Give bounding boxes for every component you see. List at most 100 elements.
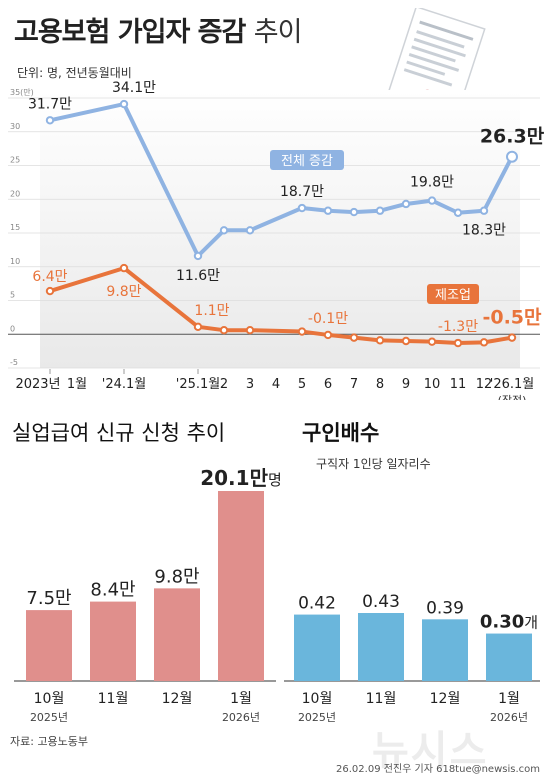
data-point: [375, 206, 385, 215]
data-label: -0.5만: [482, 307, 542, 329]
data-point: [453, 208, 463, 217]
data-label: 1.1만: [194, 303, 229, 319]
data-label: -1.3만: [438, 319, 478, 335]
claims-value-label: 8.4만: [90, 580, 135, 601]
data-point: [401, 199, 411, 209]
data-point: [323, 330, 333, 340]
data-point: [427, 196, 437, 205]
data-point: [507, 333, 517, 342]
ratio-title: 구인배수: [302, 421, 379, 445]
ratio-bar: [294, 614, 340, 681]
y-tick-label: 5: [10, 291, 15, 300]
ratio-subtitle: 구직자 1인당 일자리수: [316, 457, 431, 471]
claims-category-label: 1월: [230, 691, 252, 707]
ratio-unit-suffix: 개: [524, 614, 538, 632]
data-point: [349, 207, 359, 217]
data-label: 31.7만: [28, 96, 72, 112]
x-tick-label: '26.1월: [490, 377, 534, 392]
y-axis: 35(만) 30 25 20 15 10 5 0 -5: [10, 88, 34, 367]
title-bold: 고용보험 가입자 증감: [14, 17, 246, 48]
series-name-label: 전체 증감: [281, 154, 333, 169]
data-point: [193, 322, 203, 332]
series-name-box: [427, 284, 479, 304]
data-label: 18.3만: [462, 223, 506, 239]
data-point: [119, 99, 129, 109]
claims-value-label: 7.5만: [26, 588, 71, 609]
ratio-category-label: 11월: [366, 691, 397, 707]
data-point: [245, 226, 255, 235]
series-layer: [45, 99, 518, 348]
data-label: 9.8만: [106, 284, 141, 300]
watermark: 뉴시스: [372, 728, 489, 774]
data-point: [45, 286, 55, 296]
ratio-year-label: 2025년: [298, 711, 336, 724]
y-tick-label: 25: [10, 156, 20, 165]
claims-category-label: 11월: [98, 691, 129, 707]
x-tick-label: 6: [324, 377, 332, 392]
data-point: [323, 206, 333, 215]
y-tick-label: 15: [10, 223, 20, 232]
ratio-value-label: 0.42: [298, 594, 336, 614]
x-tick-label: 9: [402, 377, 410, 392]
grid: [8, 97, 540, 369]
data-labels: 31.7만 34.1만 11.6만 18.7만 19.8만 18.3만 26.3만 6.4만 9…: [28, 80, 545, 335]
series-line-manufacturing: [49, 266, 513, 346]
y-tick-label: 35(만): [10, 88, 34, 97]
ratio-bar: [422, 619, 468, 681]
data-point: [45, 116, 55, 125]
data-point: [297, 203, 307, 213]
data-label: 18.7만: [280, 184, 324, 200]
x-tick-label: 1월: [67, 377, 87, 392]
claims-bar: [90, 601, 136, 681]
data-point: [453, 338, 463, 348]
ratio-bar: [358, 613, 404, 681]
data-label: 19.8만: [410, 175, 454, 191]
plot-background: [40, 90, 520, 368]
ratio-category-label: 10월: [302, 691, 333, 707]
claims-value-label: 9.8만: [154, 566, 199, 587]
unit-label: 단위: 명, 전년동월대비: [17, 66, 132, 80]
data-point: [219, 226, 229, 235]
claims-title: 실업급여 신규 신청 추이: [12, 421, 225, 445]
data-point: [219, 326, 229, 335]
claims-bar: [26, 610, 72, 681]
claims-year-label: 2026년: [222, 711, 260, 724]
ratio-value-label: 0.30개: [480, 612, 538, 633]
x-note: (잠정): [498, 394, 527, 400]
data-point: [245, 326, 255, 335]
plot-area: [40, 90, 520, 368]
data-label: 34.1만: [112, 80, 156, 96]
data-point: [349, 333, 359, 342]
data-label: 6.4만: [32, 269, 67, 285]
x-tick-label: 10: [424, 377, 441, 392]
data-point: [297, 327, 307, 336]
x-axis: 2023년 1월 '24.1월 '25.1월2 3 4 5 6 7 8 9 10 11 12'26.1월 (…: [15, 369, 534, 400]
claims-bar: [218, 491, 264, 681]
x-tick-label: 5: [298, 377, 306, 392]
x-tick-label: 11: [450, 377, 467, 392]
ratio-value-label: 0.43: [362, 592, 400, 612]
title-light: 추이: [253, 17, 303, 48]
page-title: 고용보험 가입자 증감 추이: [14, 10, 303, 49]
claims-category-label: 10월: [34, 691, 65, 707]
y-tick-label: 30: [10, 122, 20, 131]
source-text: 자료: 고용노동부: [10, 735, 89, 748]
ratio-year-label: 2026년: [490, 711, 528, 724]
data-point: [375, 336, 385, 345]
claims-bar: [154, 588, 200, 681]
y-tick-label: 20: [10, 189, 20, 198]
ratio-category-label: 1월: [498, 691, 520, 707]
x-tick-label: '25.1월: [176, 377, 220, 392]
x-tick-label: 2: [220, 377, 228, 392]
ratio-category-label: 12월: [430, 691, 461, 707]
data-point: [119, 263, 129, 273]
data-point: [193, 251, 203, 261]
series-name-box: [270, 150, 344, 170]
y-tick-label: 0: [10, 324, 15, 333]
claims-unit-suffix: 명: [268, 471, 282, 489]
x-tick-label: 2023년: [15, 377, 60, 392]
series-line-total: [49, 102, 514, 258]
data-point: [479, 206, 489, 215]
data-label: 11.6만: [176, 268, 220, 284]
